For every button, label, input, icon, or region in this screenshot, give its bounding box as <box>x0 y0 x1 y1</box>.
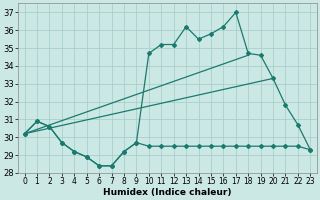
X-axis label: Humidex (Indice chaleur): Humidex (Indice chaleur) <box>103 188 232 197</box>
